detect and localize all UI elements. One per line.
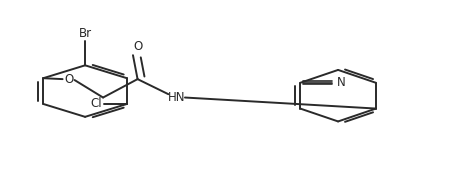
Text: O: O [64,73,73,86]
Text: HN: HN [168,91,185,104]
Text: O: O [133,40,142,53]
Text: Br: Br [78,26,91,40]
Text: N: N [336,76,345,89]
Text: Cl: Cl [90,98,101,110]
